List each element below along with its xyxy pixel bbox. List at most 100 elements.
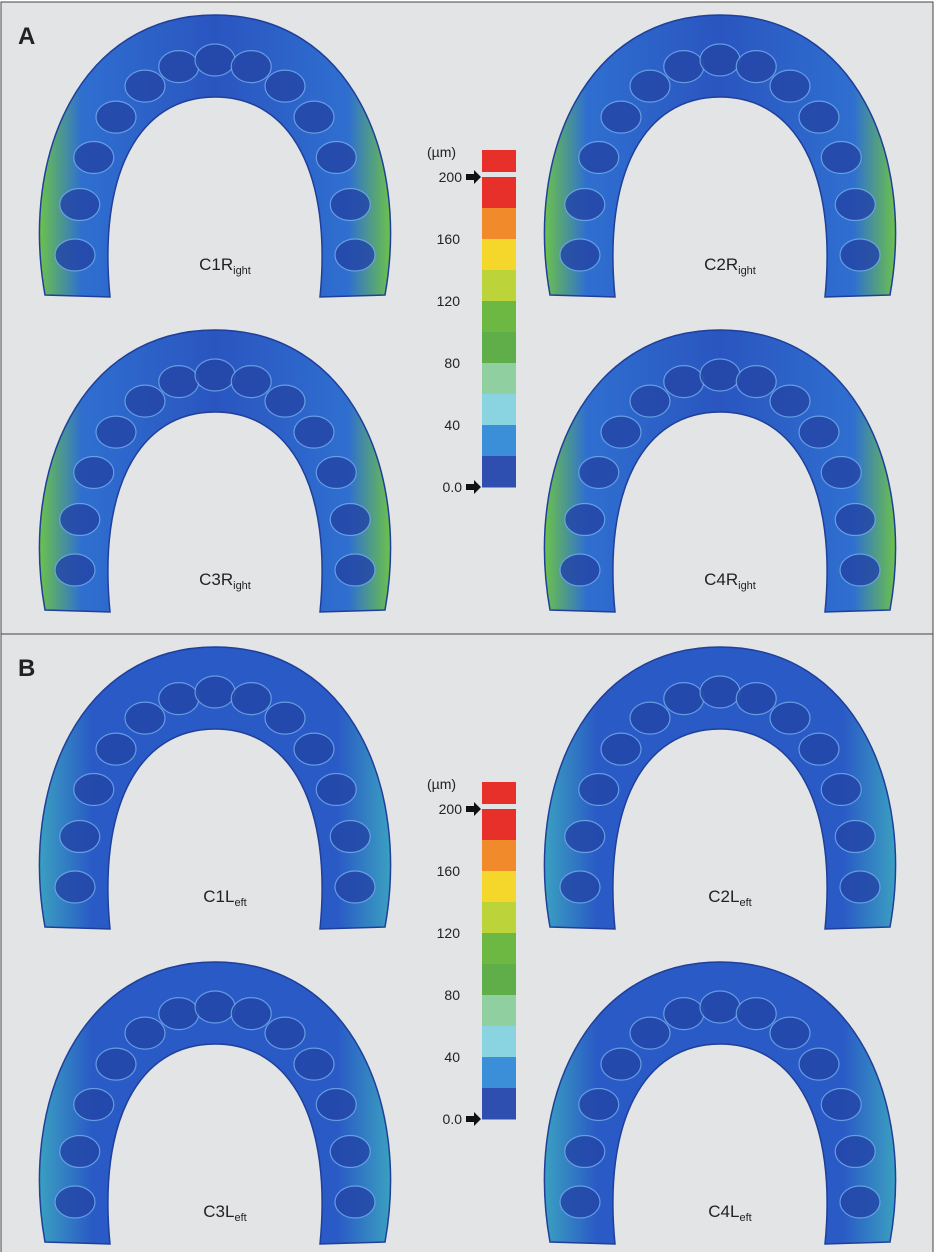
tooth xyxy=(560,871,600,903)
tooth xyxy=(579,142,619,174)
model-subscript: ight xyxy=(233,265,251,277)
figure: AC1RightC2RightC3RightC4Right(µm)2001601… xyxy=(0,0,935,1252)
tooth xyxy=(821,774,861,806)
tooth xyxy=(700,676,740,708)
model-name: C1R xyxy=(199,255,233,274)
tooth xyxy=(125,385,165,417)
tooth xyxy=(630,70,670,102)
tooth xyxy=(96,1048,136,1080)
tooth xyxy=(55,554,95,586)
tooth xyxy=(96,416,136,448)
tooth xyxy=(330,821,370,853)
tooth xyxy=(231,683,271,715)
tooth xyxy=(96,733,136,765)
scale-segment xyxy=(482,270,516,302)
model-name: C3R xyxy=(199,570,233,589)
tooth xyxy=(835,189,875,221)
scale-top-block xyxy=(482,150,516,172)
tooth xyxy=(60,821,100,853)
tooth xyxy=(265,1017,305,1049)
tooth xyxy=(770,1017,810,1049)
model-subscript: ight xyxy=(738,265,756,277)
scale-segment xyxy=(482,363,516,395)
tooth xyxy=(799,1048,839,1080)
scale-segment xyxy=(482,964,516,996)
scale-tick-label: 160 xyxy=(437,863,461,879)
tooth xyxy=(770,702,810,734)
tooth xyxy=(664,366,704,398)
tooth xyxy=(601,416,641,448)
scale-segment xyxy=(482,425,516,457)
tooth xyxy=(159,683,199,715)
scale-segment xyxy=(482,933,516,965)
scale-segment xyxy=(482,871,516,903)
scale-tick-label: 0.0 xyxy=(443,479,463,495)
tooth xyxy=(125,702,165,734)
tooth xyxy=(579,457,619,489)
scale-segment xyxy=(482,208,516,240)
tooth xyxy=(265,70,305,102)
tooth xyxy=(316,142,356,174)
scale-segment xyxy=(482,1057,516,1089)
tooth xyxy=(231,51,271,83)
tooth xyxy=(700,44,740,76)
tooth xyxy=(565,189,605,221)
model-subscript: eft xyxy=(234,897,246,909)
scale-tick-label: 40 xyxy=(444,1049,460,1065)
model-subscript: eft xyxy=(234,1212,246,1224)
scale-tick-label: 80 xyxy=(444,987,460,1003)
tooth xyxy=(195,991,235,1023)
model-name: C4R xyxy=(704,570,738,589)
tooth xyxy=(835,1136,875,1168)
model-subscript: eft xyxy=(739,1212,751,1224)
scale-segment xyxy=(482,301,516,333)
tooth xyxy=(601,733,641,765)
tooth xyxy=(664,998,704,1030)
tooth xyxy=(96,101,136,133)
tooth xyxy=(265,702,305,734)
tooth xyxy=(770,385,810,417)
tooth xyxy=(630,385,670,417)
model-name: C2R xyxy=(704,255,738,274)
tooth xyxy=(125,1017,165,1049)
tooth xyxy=(835,821,875,853)
tooth xyxy=(55,239,95,271)
tooth xyxy=(630,1017,670,1049)
scale-tick-label: 160 xyxy=(437,231,461,247)
tooth xyxy=(294,1048,334,1080)
tooth xyxy=(294,416,334,448)
tooth xyxy=(840,554,880,586)
tooth xyxy=(799,416,839,448)
scale-tick-label: 80 xyxy=(444,355,460,371)
scale-segment xyxy=(482,995,516,1027)
tooth xyxy=(335,239,375,271)
tooth xyxy=(840,1186,880,1218)
tooth xyxy=(560,1186,600,1218)
tooth xyxy=(840,871,880,903)
tooth xyxy=(664,683,704,715)
tooth xyxy=(821,142,861,174)
scale-segment xyxy=(482,456,516,488)
tooth xyxy=(736,366,776,398)
scale-tick-label: 120 xyxy=(437,293,461,309)
tooth xyxy=(159,998,199,1030)
tooth xyxy=(770,70,810,102)
tooth xyxy=(700,359,740,391)
tooth xyxy=(195,44,235,76)
tooth xyxy=(579,774,619,806)
tooth xyxy=(565,1136,605,1168)
tooth xyxy=(560,239,600,271)
tooth xyxy=(159,366,199,398)
tooth xyxy=(630,702,670,734)
tooth xyxy=(60,189,100,221)
tooth xyxy=(700,991,740,1023)
model-name: C3L xyxy=(203,1202,234,1221)
scale-tick-label: 0.0 xyxy=(443,1111,463,1127)
tooth xyxy=(335,871,375,903)
scale-segment xyxy=(482,840,516,872)
tooth xyxy=(835,504,875,536)
tooth xyxy=(330,504,370,536)
tooth xyxy=(265,385,305,417)
scale-tick-label: 200 xyxy=(439,169,463,185)
tooth xyxy=(125,70,165,102)
